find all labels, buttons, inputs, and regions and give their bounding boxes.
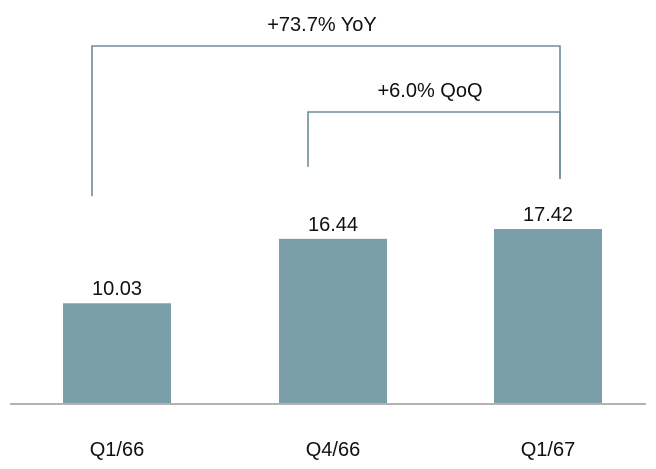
x-tick-label: Q1/66 [90, 439, 144, 461]
annotation-brackets [91, 45, 561, 197]
annotation-bracket [307, 111, 561, 179]
annotation-bracket [91, 45, 561, 197]
data-label: 16.44 [308, 214, 358, 236]
annotation-labels: +73.7% YoY +6.0% QoQ [267, 14, 482, 102]
annotation-label: +73.7% YoY [267, 14, 377, 36]
data-label: 17.42 [523, 204, 573, 226]
bar-q4-66 [279, 238, 387, 404]
bar-series [63, 229, 602, 404]
x-tick-label: Q4/66 [306, 439, 360, 461]
bar-q1-66 [63, 303, 171, 404]
category-labels: Q1/66 Q4/66 Q1/67 [90, 439, 575, 461]
x-tick-label: Q1/67 [521, 439, 575, 461]
bar-q1-67 [494, 229, 602, 404]
data-label: 10.03 [92, 278, 142, 300]
value-labels: 10.03 16.44 17.42 [92, 204, 573, 300]
annotation-label: +6.0% QoQ [377, 80, 482, 102]
